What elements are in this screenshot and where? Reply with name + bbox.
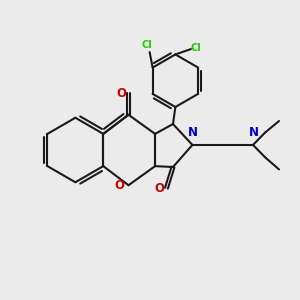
Text: Cl: Cl [191,43,202,53]
Text: Cl: Cl [142,40,153,50]
Text: O: O [114,179,124,192]
Text: N: N [188,126,198,139]
Text: N: N [249,126,259,139]
Text: O: O [155,182,165,195]
Text: O: O [116,87,126,100]
